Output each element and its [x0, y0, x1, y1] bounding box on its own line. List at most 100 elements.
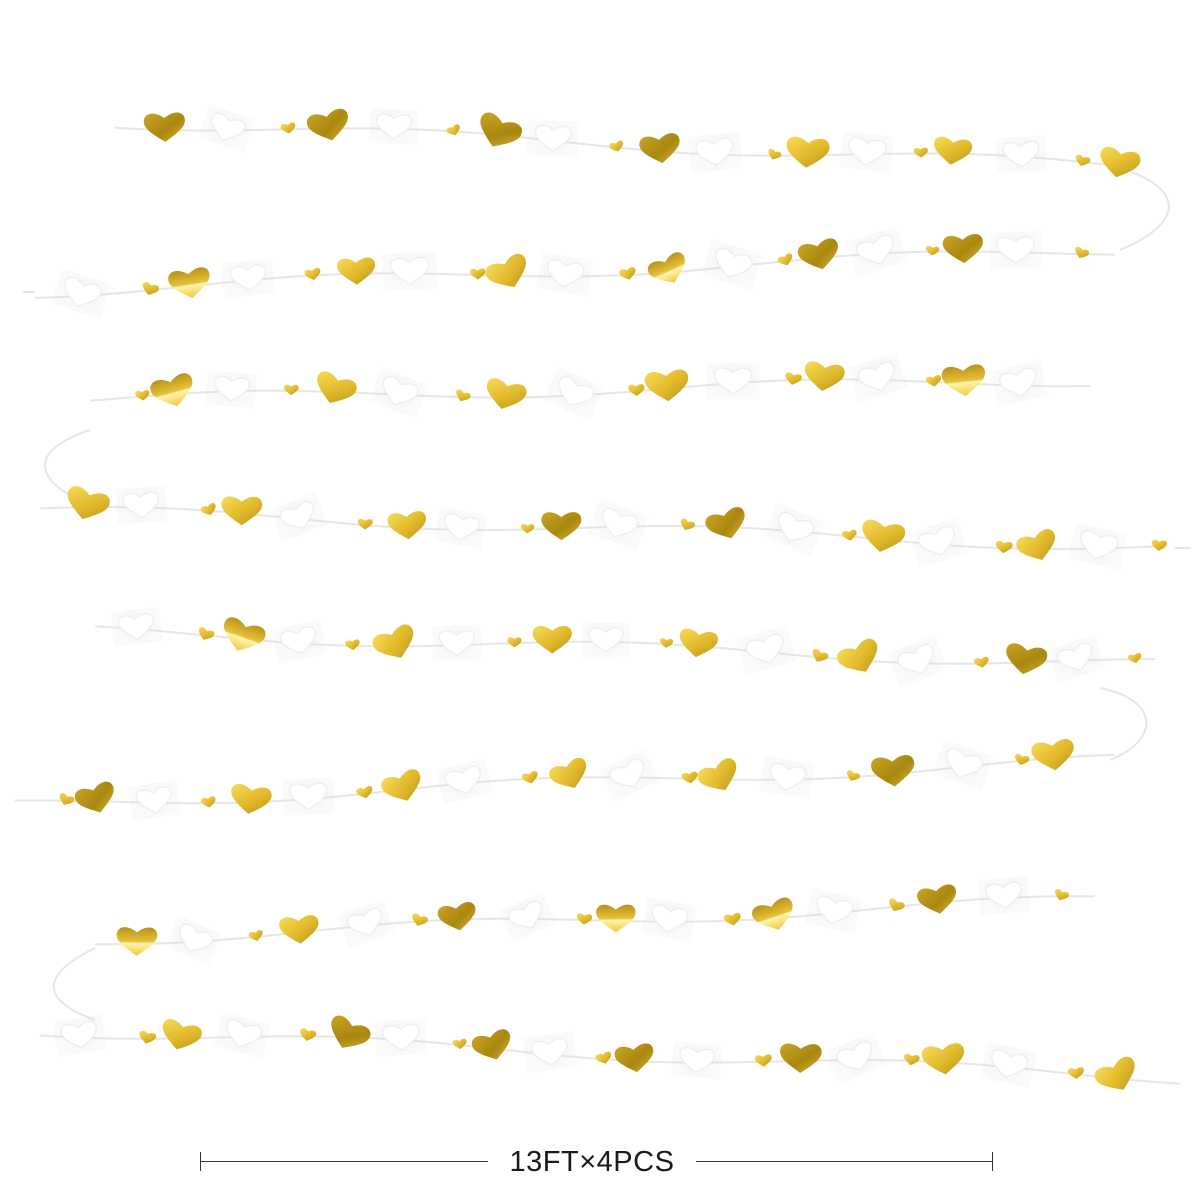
gold-heart: [723, 912, 743, 927]
gold-heart: [695, 755, 744, 799]
gold-heart: [532, 625, 572, 654]
gold-heart: [482, 251, 534, 296]
white-heart: [745, 632, 788, 668]
gold-heart: [157, 1017, 204, 1055]
white-heart: [997, 236, 1035, 263]
white-heart: [552, 375, 596, 413]
white-heart: [985, 882, 1023, 910]
gold-heart: [802, 360, 846, 394]
gold-heart: [903, 1053, 921, 1067]
gold-heart: [305, 107, 353, 146]
gold-heart: [116, 926, 158, 957]
gold-heart: [357, 518, 373, 530]
white-heart: [714, 368, 751, 394]
garland-hearts: [57, 107, 1168, 1099]
dimension-cap-right: [992, 1152, 993, 1171]
gold-heart: [681, 771, 699, 785]
gold-heart: [452, 1038, 468, 1050]
gold-heart: [469, 268, 486, 280]
gold-heart: [613, 1042, 657, 1076]
gold-heart: [370, 622, 421, 666]
gold-heart: [931, 135, 974, 168]
gold-heart: [1014, 527, 1062, 567]
garland-string: [39, 1034, 1181, 1085]
gold-heart: [994, 540, 1013, 554]
white-heart: [59, 276, 102, 312]
gold-heart: [940, 363, 988, 399]
white-heart: [835, 1040, 878, 1077]
garland-string: [52, 947, 96, 1021]
gold-heart: [915, 883, 960, 918]
white-heart: [597, 507, 640, 543]
white-heart: [678, 1047, 715, 1074]
white-heart: [1077, 529, 1119, 562]
dimension-line-left: [200, 1161, 488, 1162]
gold-heart: [659, 637, 674, 649]
white-heart: [530, 1037, 569, 1067]
white-heart: [544, 258, 585, 290]
garland-string: [1119, 167, 1170, 251]
gold-heart: [1067, 1067, 1085, 1080]
gold-heart: [749, 895, 799, 937]
gold-heart: [200, 795, 217, 809]
dimension-indicator: 13FT×4PCS: [198, 1142, 996, 1182]
white-heart: [377, 375, 420, 411]
white-heart: [856, 360, 899, 395]
gold-heart: [520, 523, 535, 534]
white-heart: [813, 895, 854, 928]
gold-heart: [754, 1054, 773, 1068]
white-heart: [441, 513, 480, 544]
white-heart: [695, 137, 735, 168]
white-heart: [123, 492, 160, 519]
white-heart: [941, 747, 984, 783]
gold-heart: [608, 139, 626, 154]
white-heart: [222, 1018, 263, 1051]
gold-heart: [627, 384, 645, 397]
white-heart: [767, 762, 807, 793]
gold-heart: [541, 512, 582, 541]
gold-heart: [1030, 737, 1077, 774]
white-heart: [847, 137, 887, 168]
white-heart: [855, 233, 898, 269]
white-heart: [1003, 141, 1040, 168]
gold-heart: [386, 510, 428, 541]
white-heart: [649, 904, 689, 936]
white-heart: [213, 376, 249, 403]
gold-heart: [676, 627, 719, 660]
gold-heart: [61, 484, 112, 526]
gold-heart: [594, 1050, 614, 1066]
gold-heart: [228, 782, 273, 817]
gold-heart: [644, 368, 691, 404]
white-heart: [896, 643, 939, 680]
gold-heart: [336, 257, 377, 286]
white-heart: [136, 786, 174, 815]
garland-string: [114, 126, 1136, 169]
gold-heart: [796, 236, 843, 275]
white-heart: [60, 1020, 99, 1050]
white-heart: [382, 1024, 419, 1051]
gold-heart: [221, 496, 263, 526]
gold-heart: [1092, 1054, 1143, 1099]
white-heart: [173, 922, 214, 958]
gold-heart: [344, 638, 361, 652]
white-heart: [1056, 641, 1097, 676]
dimension-line-right: [696, 1161, 992, 1162]
gold-heart: [844, 769, 861, 784]
gold-heart: [576, 913, 593, 926]
white-heart: [376, 114, 412, 140]
gold-heart: [913, 147, 929, 158]
white-heart: [439, 631, 474, 656]
dimension-label: 13FT×4PCS: [509, 1146, 675, 1178]
gold-heart: [834, 636, 886, 681]
gold-heart: [140, 281, 160, 298]
gold-heart: [638, 132, 683, 167]
gold-heart: [199, 502, 219, 518]
white-heart: [589, 628, 623, 652]
gold-heart: [137, 1030, 157, 1046]
gold-heart: [310, 369, 359, 411]
white-heart: [118, 613, 155, 641]
garland-string: [1099, 687, 1148, 761]
white-heart: [278, 499, 319, 534]
white-heart: [230, 264, 267, 292]
